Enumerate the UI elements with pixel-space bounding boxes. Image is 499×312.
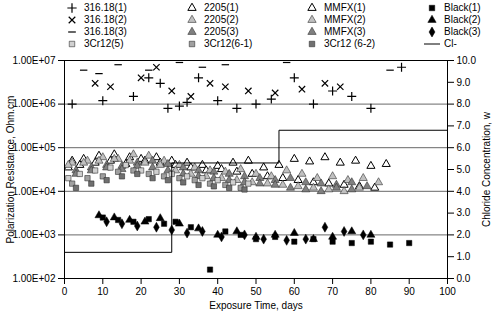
html-text:2205(1): 2205(1)	[204, 2, 239, 13]
svg-text:7.0: 7.0	[457, 120, 471, 131]
svg-text:1.0: 1.0	[457, 251, 471, 262]
svg-text:Chloride Concentration, w: Chloride Concentration, w	[481, 111, 492, 227]
html-text:Cl-: Cl-	[444, 38, 457, 49]
html-text:316.18(3): 316.18(3)	[84, 26, 127, 37]
svg-text:6.0: 6.0	[457, 142, 471, 153]
html-text:316.18(2): 316.18(2)	[84, 14, 127, 25]
svg-text:4.0: 4.0	[457, 186, 471, 197]
svg-text:5.0: 5.0	[457, 164, 471, 175]
svg-text:60: 60	[289, 286, 301, 297]
html-text:3Cr12(5): 3Cr12(5)	[84, 38, 124, 49]
svg-text:Exposure Time, days: Exposure Time, days	[209, 300, 302, 311]
svg-text:3.0: 3.0	[457, 207, 471, 218]
svg-text:1.00E+02: 1.00E+02	[12, 273, 56, 284]
html-text:MMFX(1): MMFX(1)	[324, 2, 366, 13]
svg-text:Polarization Resistance, Ohm.c: Polarization Resistance, Ohm.cm	[5, 96, 16, 244]
svg-text:80: 80	[365, 286, 377, 297]
html-text:Black(2): Black(2)	[444, 14, 481, 25]
html-text:MMFX(3): MMFX(3)	[324, 26, 366, 37]
svg-text:0.0: 0.0	[457, 273, 471, 284]
svg-text:20: 20	[136, 286, 148, 297]
svg-text:10.0: 10.0	[457, 55, 477, 66]
svg-text:2.0: 2.0	[457, 229, 471, 240]
svg-text:1.00E+06: 1.00E+06	[12, 98, 56, 109]
svg-text:1.00E+03: 1.00E+03	[12, 229, 56, 240]
html-text:MMFX(2): MMFX(2)	[324, 14, 366, 25]
html-text:2205(2): 2205(2)	[204, 14, 239, 25]
svg-text:90: 90	[404, 286, 416, 297]
svg-text:40: 40	[212, 286, 224, 297]
svg-text:1.00E+07: 1.00E+07	[12, 55, 56, 66]
html-text:3Cr12 (6-2): 3Cr12 (6-2)	[324, 38, 376, 49]
svg-text:10: 10	[97, 286, 109, 297]
html-text:2205(3): 2205(3)	[204, 26, 239, 37]
html-text:316.18(1): 316.18(1)	[84, 2, 127, 13]
html-text:Black(1): Black(1)	[444, 2, 481, 13]
svg-text:1.00E+05: 1.00E+05	[12, 142, 56, 153]
svg-text:9.0: 9.0	[457, 77, 471, 88]
html-text:Black(3): Black(3)	[444, 26, 481, 37]
svg-text:70: 70	[327, 286, 339, 297]
svg-text:8.0: 8.0	[457, 98, 471, 109]
svg-text:1.00E+04: 1.00E+04	[12, 186, 56, 197]
svg-text:0: 0	[62, 286, 68, 297]
svg-text:100: 100	[439, 286, 456, 297]
html-text:3Cr12(6-1): 3Cr12(6-1)	[204, 38, 253, 49]
svg-text:50: 50	[250, 286, 262, 297]
svg-text:30: 30	[174, 286, 186, 297]
